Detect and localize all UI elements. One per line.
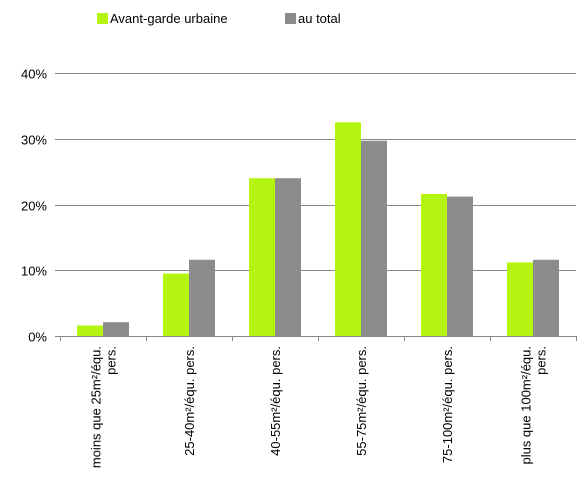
x-category-label: plus que 100m²/équ. [519, 346, 534, 465]
x-category-label: 75-100m²/équ. pers. [440, 346, 455, 463]
x-category-label: pers. [534, 346, 549, 375]
y-axis: 0% 10% 20% 30% 40% [21, 67, 60, 345]
legend-label-total: au total [298, 11, 341, 26]
bar-total [447, 196, 473, 336]
x-category-label: 55-75m²/équ. pers. [354, 346, 369, 456]
legend-swatch-avant-garde [97, 13, 108, 24]
bar-avant-garde [335, 122, 361, 336]
bar-total [275, 178, 301, 336]
bar-avant-garde [249, 178, 275, 336]
y-tick-label: 30% [21, 133, 47, 148]
bar-avant-garde [77, 325, 103, 336]
bar-total [103, 322, 129, 336]
y-tick-label: 40% [21, 67, 47, 82]
x-category-label: 40-55m²/équ. pers. [268, 346, 283, 456]
x-category-label: pers. [104, 346, 119, 375]
x-axis: moins que 25m²/équ. pers. 25-40m²/équ. per… [60, 336, 577, 468]
x-category-label: moins que 25m²/équ. [89, 346, 104, 468]
y-tick-label: 10% [21, 264, 47, 279]
y-tick-label: 20% [21, 199, 47, 214]
bar-avant-garde [421, 193, 447, 336]
x-category-label: 25-40m²/équ. pers. [182, 346, 197, 456]
grid-lines [60, 73, 576, 337]
bar-avant-garde [507, 262, 533, 336]
bars [77, 122, 559, 336]
y-tick-label: 0% [28, 330, 47, 345]
bar-total [189, 259, 215, 336]
legend-swatch-total [285, 13, 296, 24]
bar-total [361, 140, 387, 336]
legend-label-avant-garde: Avant-garde urbaine [110, 11, 228, 26]
bar-total [533, 259, 559, 336]
bar-avant-garde [163, 273, 189, 336]
legend: Avant-garde urbaine au total [97, 11, 341, 26]
